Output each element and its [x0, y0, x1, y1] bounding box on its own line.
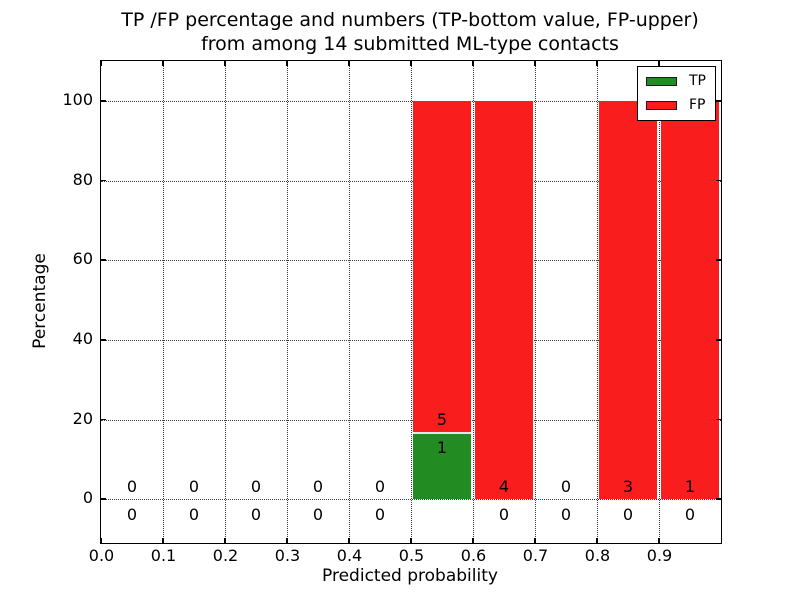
x-tick-mark: [348, 61, 350, 66]
x-tick-mark: [286, 61, 288, 66]
y-tick-mark: [101, 498, 106, 500]
x-axis-label: Predicted probability: [322, 566, 498, 586]
gridline-vertical: [473, 61, 474, 543]
x-tick-mark: [348, 538, 350, 543]
fp-count-label: 0: [250, 476, 262, 496]
y-tick-label: 40: [72, 328, 93, 348]
gridline-vertical: [597, 61, 598, 543]
y-tick-mark: [716, 418, 721, 421]
y-tick-mark: [716, 259, 721, 261]
tp-count-label: 0: [250, 504, 262, 524]
x-tick-mark: [224, 61, 226, 66]
chart-title: TP /FP percentage and numbers (TP-bottom…: [100, 8, 720, 56]
bar-fp-segment: [599, 100, 657, 500]
gridline-vertical: [287, 61, 288, 543]
fp-count-label: 0: [188, 476, 200, 496]
x-tick-mark: [596, 61, 598, 66]
y-tick-label: 60: [72, 249, 93, 269]
gridline-vertical: [535, 61, 536, 543]
tp-count-label: 0: [188, 504, 200, 524]
tp-count-label: 0: [622, 504, 634, 524]
fp-count-label: 4: [498, 476, 510, 496]
bar-segment-divider: [413, 431, 471, 434]
tp-legend-swatch-icon: [646, 77, 677, 86]
y-tick-mark: [101, 418, 106, 421]
x-tick-mark: [658, 61, 660, 66]
fp-legend-swatch-icon: [646, 101, 677, 110]
y-tick-label: 0: [82, 488, 93, 508]
x-tick-mark: [162, 61, 164, 66]
y-tick-mark: [101, 259, 106, 261]
x-tick-mark: [410, 538, 412, 543]
legend-item-tp: TP: [646, 74, 706, 89]
x-tick-label: 0.6: [460, 546, 487, 565]
tp-count-label: 0: [374, 504, 386, 524]
tp-count-label: 1: [436, 438, 448, 458]
tp-legend-label: TP: [689, 73, 706, 89]
fp-legend-label: FP: [689, 97, 706, 113]
x-tick-label: 0.2: [212, 546, 239, 565]
x-tick-mark: [162, 538, 164, 543]
legend-item-fp: FP: [646, 98, 706, 113]
gridline-vertical: [163, 61, 164, 543]
x-tick-label: 0.0: [88, 546, 115, 565]
y-tick-label: 100: [62, 89, 93, 109]
x-tick-mark: [100, 61, 102, 66]
x-tick-mark: [534, 61, 536, 66]
bar-tp-segment: [413, 432, 471, 500]
y-tick-mark: [101, 339, 106, 341]
bar-fp-segment: [475, 100, 533, 500]
x-tick-label: 0.8: [584, 546, 611, 565]
fp-count-label: 1: [684, 476, 696, 496]
tp-count-label: 0: [126, 504, 138, 524]
fp-count-label: 3: [622, 476, 634, 496]
x-tick-label: 0.5: [398, 546, 425, 565]
gridline-vertical: [349, 61, 350, 543]
tp-count-label: 0: [560, 504, 572, 524]
y-tick-mark: [716, 179, 721, 182]
tp-count-label: 0: [312, 504, 324, 524]
y-tick-mark: [716, 339, 721, 341]
fp-count-label: 0: [126, 476, 138, 496]
y-tick-mark: [101, 100, 106, 102]
x-tick-label: 0.9: [646, 546, 673, 565]
bar-fp-segment: [413, 100, 471, 433]
x-tick-mark: [596, 538, 598, 543]
x-tick-label: 0.7: [522, 546, 549, 565]
x-tick-label: 0.3: [274, 546, 301, 565]
x-tick-label: 0.4: [336, 546, 363, 565]
bar-fp-segment: [661, 100, 719, 500]
y-tick-mark: [716, 498, 721, 500]
fp-count-label: 0: [312, 476, 324, 496]
y-tick-label: 80: [72, 169, 93, 189]
y-tick-label: 20: [72, 408, 93, 428]
x-tick-mark: [286, 538, 288, 543]
tp-count-label: 0: [498, 504, 510, 524]
x-tick-mark: [224, 538, 226, 543]
x-tick-mark: [410, 61, 412, 66]
y-tick-mark: [716, 100, 721, 102]
legend: TP FP: [637, 66, 716, 121]
x-tick-label: 0.1: [150, 546, 177, 565]
tp-count-label: 0: [684, 504, 696, 524]
gridline-vertical: [411, 61, 412, 543]
gridline-vertical: [659, 61, 660, 543]
x-tick-mark: [658, 538, 660, 543]
chart-title-line2: from among 14 submitted ML-type contacts: [201, 33, 619, 55]
x-tick-mark: [472, 538, 474, 543]
chart-title-line1: TP /FP percentage and numbers (TP-bottom…: [121, 9, 699, 31]
gridline-vertical: [225, 61, 226, 543]
x-tick-mark: [472, 61, 474, 66]
y-tick-mark: [101, 179, 106, 182]
fp-count-label: 0: [374, 476, 386, 496]
x-tick-mark: [534, 538, 536, 543]
fp-count-label: 0: [560, 476, 572, 496]
plot-area: TP FP 0 0 0 0 0 0 0 0 0 0 5 1 4 0 0 0 3 0 1 0: [100, 60, 722, 544]
fp-count-label: 5: [436, 410, 448, 430]
x-tick-mark: [100, 538, 102, 543]
